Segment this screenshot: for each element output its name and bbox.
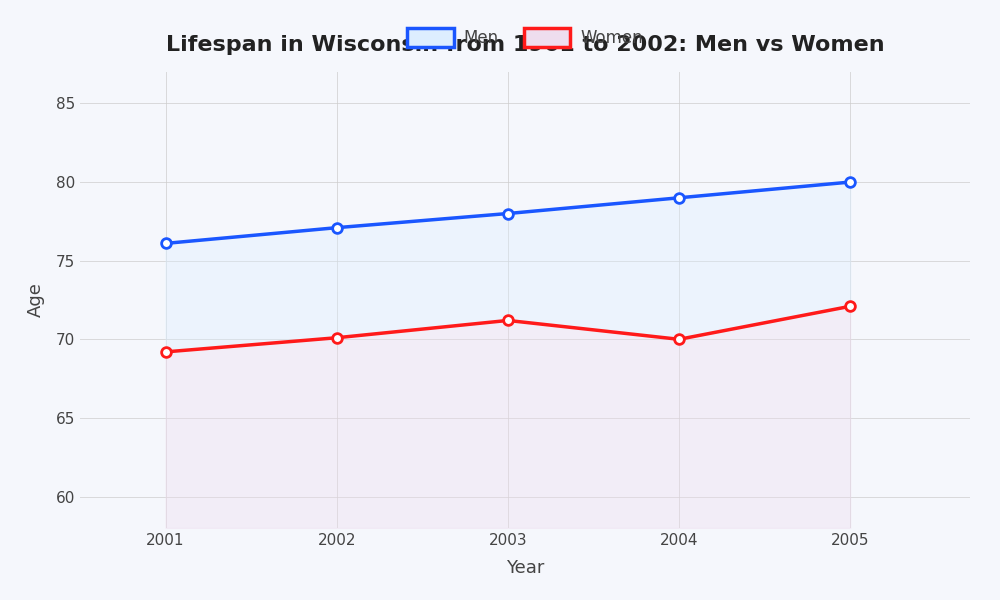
X-axis label: Year: Year: [506, 559, 544, 577]
Y-axis label: Age: Age: [27, 283, 45, 317]
Legend: Men, Women: Men, Women: [400, 21, 650, 53]
Title: Lifespan in Wisconsin from 1961 to 2002: Men vs Women: Lifespan in Wisconsin from 1961 to 2002:…: [166, 35, 884, 55]
